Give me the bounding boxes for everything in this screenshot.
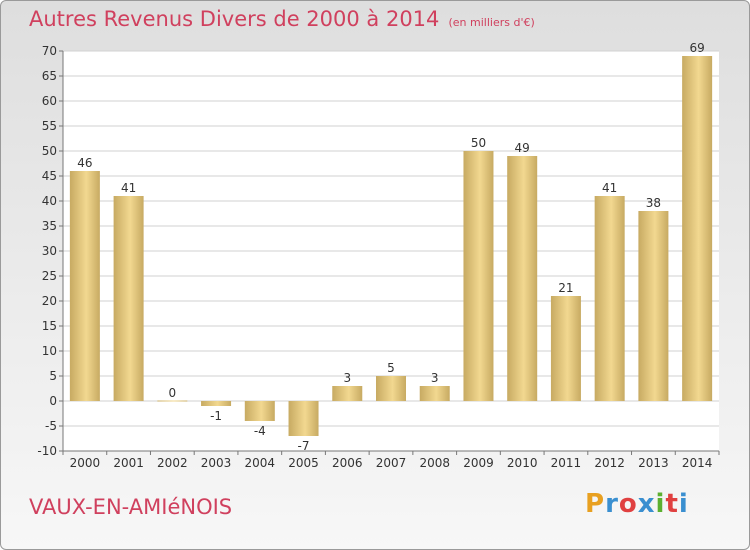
y-tick-label: 45 (42, 169, 57, 183)
y-tick-label: 60 (42, 94, 57, 108)
bar (682, 56, 713, 401)
y-tick-label: 40 (42, 194, 57, 208)
y-tick-label: 20 (42, 294, 57, 308)
brand-letter: i (678, 489, 689, 519)
data-label: 49 (515, 141, 530, 155)
bar (463, 151, 494, 401)
y-axis: -10 -5 0 5 10 15 20 25 30 35 40 45 50 55 60 65 70 (37, 44, 64, 458)
data-label: 69 (689, 41, 704, 55)
x-tick-label: 2008 (419, 456, 450, 470)
x-tick-label: 2003 (201, 456, 232, 470)
x-tick-label: 2009 (463, 456, 494, 470)
x-tick-label: 2012 (594, 456, 625, 470)
bar (376, 376, 406, 401)
bar (594, 196, 625, 401)
brand-letter: t (665, 489, 679, 519)
y-tick-label: 25 (42, 269, 57, 283)
y-tick-label: 15 (42, 319, 57, 333)
brand-letter: x (637, 489, 656, 519)
data-label: 41 (602, 181, 617, 195)
bar (638, 211, 669, 401)
brand-letter: P (585, 489, 606, 519)
data-labels: 46 41 0 -1 -4 -7 3 5 3 50 49 21 41 38 69 (77, 41, 705, 453)
bar (157, 400, 188, 402)
y-tick-label: 55 (42, 119, 57, 133)
brand-logo: Proxiti (585, 489, 689, 519)
data-label: 50 (471, 136, 486, 150)
x-tick-label: 2006 (332, 456, 363, 470)
data-label: 3 (431, 371, 439, 385)
y-tick-label: 30 (42, 244, 57, 258)
y-tick-label: -5 (45, 419, 57, 433)
bar (507, 156, 538, 401)
data-label: 3 (343, 371, 351, 385)
bar (288, 401, 319, 436)
data-label: 21 (558, 281, 573, 295)
bar (244, 401, 275, 421)
x-tick-label: 2014 (682, 456, 713, 470)
bar (550, 296, 581, 401)
x-axis: 2000 2001 2002 2003 2004 2005 2006 2007 2008 2009… (62, 450, 720, 470)
brand-letter: i (655, 489, 666, 519)
bars (69, 56, 713, 436)
data-label: -1 (210, 409, 222, 423)
y-tick-label: 10 (42, 344, 57, 358)
y-tick-label: 70 (42, 44, 57, 58)
chart-title: Autres Revenus Divers de 2000 à 2014 (en… (29, 7, 535, 31)
bar (419, 386, 450, 401)
y-tick-label: -10 (37, 444, 57, 458)
x-tick-label: 2011 (551, 456, 582, 470)
x-tick-label: 2004 (245, 456, 276, 470)
bar (201, 401, 232, 406)
x-tick-label: 2002 (157, 456, 188, 470)
commune-name: VAUX-EN-AMIéNOIS (29, 495, 233, 519)
data-label: 46 (77, 156, 92, 170)
title-unit: (en milliers d'€) (448, 16, 535, 29)
y-tick-label: 65 (42, 69, 57, 83)
y-tick-label: 0 (49, 394, 57, 408)
x-tick-label: 2001 (113, 456, 144, 470)
title-text: Autres Revenus Divers de 2000 à 2014 (29, 7, 440, 31)
bar (113, 196, 144, 401)
y-tick-label: 5 (49, 369, 57, 383)
data-label: -4 (254, 424, 266, 438)
y-tick-label: 35 (42, 219, 57, 233)
bar (69, 171, 100, 401)
x-tick-label: 2013 (638, 456, 669, 470)
data-label: 38 (646, 196, 661, 210)
data-label: 0 (169, 386, 177, 400)
brand-letter: r (605, 489, 619, 519)
x-tick-label: 2000 (70, 456, 101, 470)
x-tick-label: 2010 (507, 456, 538, 470)
y-tick-label: 50 (42, 144, 57, 158)
data-label: 41 (121, 181, 136, 195)
data-label: -7 (298, 439, 310, 453)
bar (332, 386, 363, 401)
x-tick-label: 2007 (376, 456, 407, 470)
x-tick-label: 2005 (288, 456, 319, 470)
brand-letter: o (618, 489, 638, 519)
data-label: 5 (387, 361, 395, 375)
